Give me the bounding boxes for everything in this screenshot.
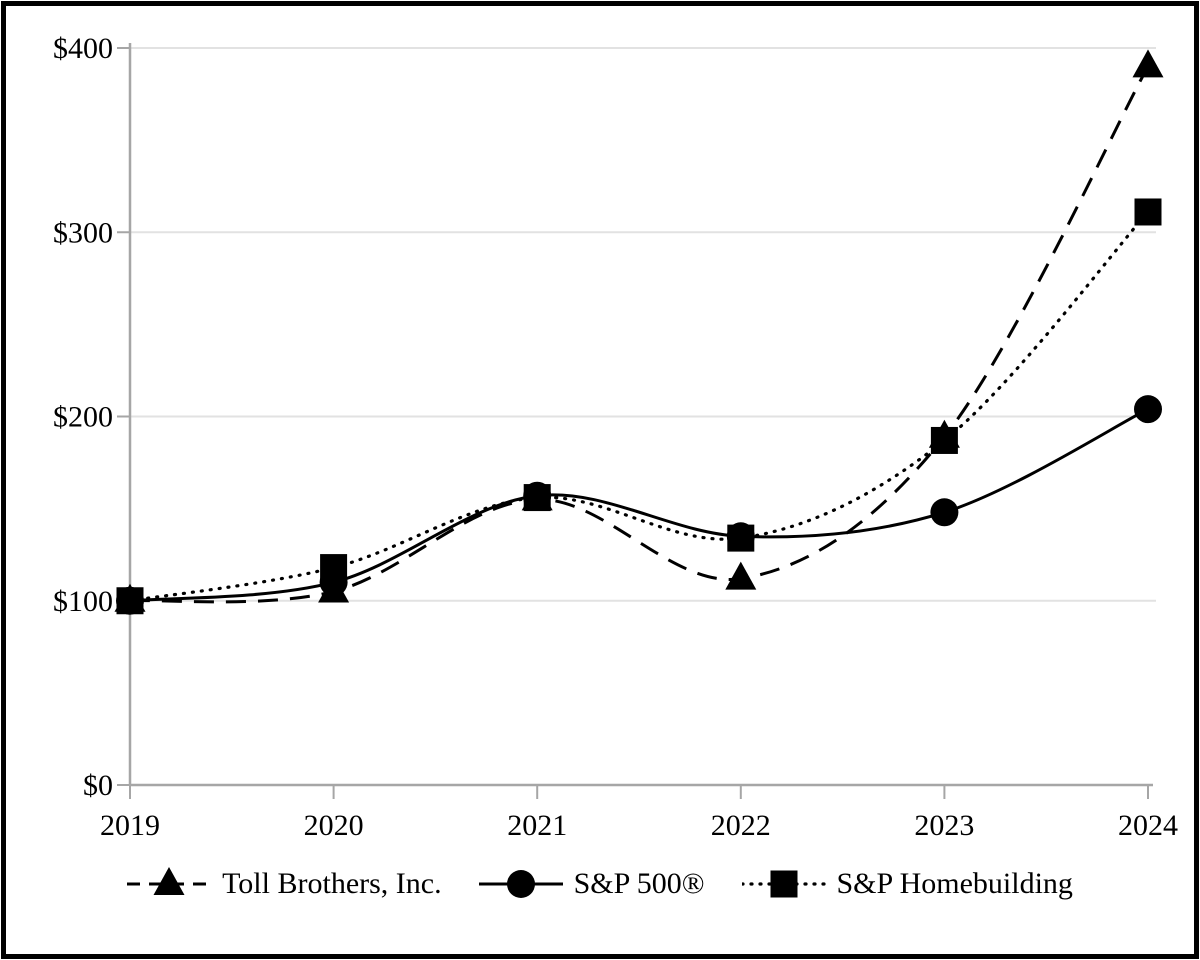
x-axis-tick-label: 2020	[304, 809, 364, 842]
legend-item-toll-brothers: Toll Brothers, Inc.	[127, 866, 442, 902]
square-marker	[930, 426, 958, 454]
y-axis-tick-label: $0	[83, 769, 113, 802]
triangle-marker	[725, 561, 757, 590]
y-axis-tick-label: $400	[53, 32, 113, 65]
x-axis-tick-label: 2023	[914, 809, 974, 842]
y-axis-tick-label: $300	[53, 216, 113, 249]
series-line-solid	[129, 407, 1149, 603]
triangle-marker	[153, 867, 185, 895]
square-marker	[727, 524, 755, 552]
series-line-dotted	[128, 210, 1150, 603]
series-line-dashed	[129, 65, 1150, 604]
y-axis-tick-label: $200	[53, 401, 113, 434]
dotted-line-square-marker-icon	[741, 870, 826, 898]
solid-line-circle-marker-icon	[478, 870, 563, 898]
dashed-line-triangle-marker-icon	[127, 867, 212, 895]
x-axis-tick-label: 2022	[711, 809, 771, 842]
legend: Toll Brothers, Inc. S&P 500® S&P Homebui…	[0, 860, 1200, 908]
square-marker	[1134, 198, 1162, 226]
legend-item-sp-homebuilding: S&P Homebuilding	[741, 866, 1073, 902]
triangle-marker	[1132, 49, 1164, 78]
circle-marker	[506, 870, 535, 898]
y-axis-tick-label: $100	[53, 585, 113, 618]
square-marker	[320, 554, 348, 582]
legend-label-sp-homebuilding: S&P Homebuilding	[836, 867, 1073, 900]
square-marker	[116, 587, 144, 615]
legend-label-sp500: S&P 500®	[573, 867, 705, 900]
square-marker	[770, 870, 797, 898]
x-axis-tick-label: 2019	[100, 809, 160, 842]
circle-marker	[1134, 395, 1162, 424]
circle-marker	[930, 498, 959, 527]
legend-item-sp500: S&P 500®	[478, 866, 705, 902]
x-axis-tick-label: 2021	[507, 809, 567, 842]
x-axis-tick-label: 2024	[1118, 809, 1178, 842]
legend-label-toll-brothers: Toll Brothers, Inc.	[222, 867, 442, 900]
square-marker	[523, 484, 551, 512]
